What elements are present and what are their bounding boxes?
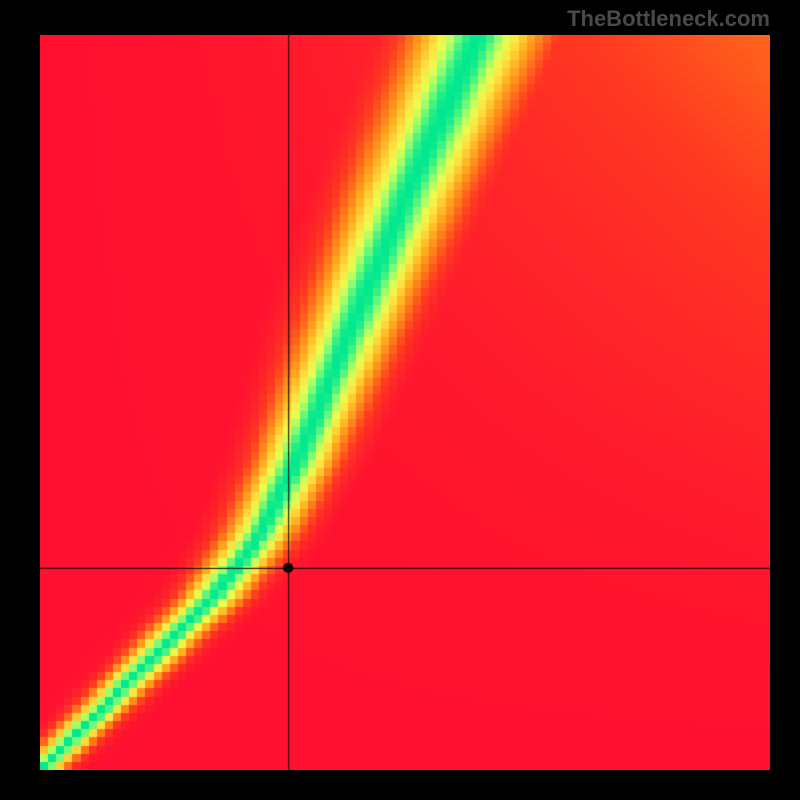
heatmap-canvas [40,35,770,770]
watermark-text: TheBottleneck.com [567,6,770,32]
